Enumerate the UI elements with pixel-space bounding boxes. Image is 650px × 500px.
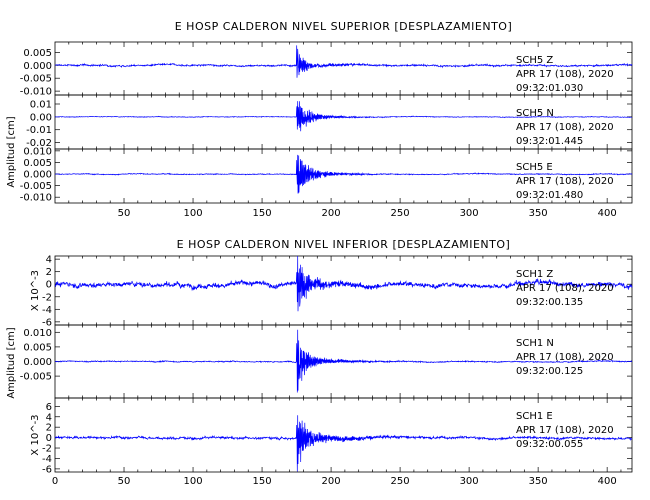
y-tick-label: -6 <box>42 317 52 328</box>
panel-frame <box>54 148 633 204</box>
y-tick-label: -4 <box>42 454 52 465</box>
x-tick-label: 350 <box>529 476 548 487</box>
y-axis-label: Amplitud [cm] <box>6 116 17 187</box>
waveform-trace <box>54 255 633 312</box>
date-label: APR 17 (108), 2020 <box>516 352 614 363</box>
station-label: SCH1 N <box>516 338 554 349</box>
waveform-trace <box>54 45 633 78</box>
chart-title: E HOSP CALDERON NIVEL SUPERIOR [DESPLAZA… <box>175 20 513 33</box>
x-tick-label: 50 <box>118 208 131 219</box>
station-label: SCH1 E <box>516 411 553 422</box>
x-tick-label: 400 <box>598 476 617 487</box>
waveform-trace <box>54 101 632 132</box>
x-tick-label: 400 <box>598 208 617 219</box>
y-tick-label: 0 <box>46 433 52 444</box>
y-tick-label: -6 <box>42 464 52 475</box>
y-tick-label: 0.000 <box>23 170 52 181</box>
time-label: 09:32:00.135 <box>516 297 583 308</box>
station-label: SCH5 N <box>516 108 554 119</box>
date-label: APR 17 (108), 2020 <box>516 425 614 436</box>
y-tick-label: 0.00 <box>30 112 52 123</box>
y-tick-label: 0.005 <box>23 158 52 169</box>
x-tick-label: 200 <box>322 208 341 219</box>
x-tick-label: 100 <box>183 208 202 219</box>
y-tick-label: -0.005 <box>20 74 52 85</box>
x-tick-label: 150 <box>253 208 272 219</box>
y-axis-label: Amplitud [cm] <box>6 327 17 398</box>
x-tick-label: 250 <box>391 208 410 219</box>
time-label: 09:32:00.055 <box>516 439 583 450</box>
x-tick-label: 250 <box>391 476 410 487</box>
y-tick-label: -2 <box>42 444 52 455</box>
panel-y-label: X 10^-3 <box>30 270 41 311</box>
waveform-trace <box>55 329 633 393</box>
y-tick-label: -0.005 <box>20 372 52 383</box>
y-tick-label: -2 <box>42 292 52 303</box>
date-label: APR 17 (108), 2020 <box>516 69 614 80</box>
time-label: 09:32:00.125 <box>516 366 583 377</box>
time-label: 09:32:01.445 <box>516 136 583 147</box>
x-tick-label: 100 <box>183 476 202 487</box>
y-tick-label: -4 <box>42 305 52 316</box>
y-tick-label: -0.010 <box>20 193 52 204</box>
date-label: APR 17 (108), 2020 <box>516 283 614 294</box>
x-tick-label: 300 <box>460 208 479 219</box>
station-label: SCH5 Z <box>516 55 553 66</box>
station-label: SCH5 E <box>516 162 553 173</box>
y-tick-label: -0.005 <box>20 181 52 192</box>
chart-title: E HOSP CALDERON NIVEL INFERIOR [DESPLAZA… <box>177 238 511 251</box>
y-tick-label: -0.01 <box>26 125 52 136</box>
panel-frame <box>54 397 633 473</box>
waveform-trace <box>54 415 633 472</box>
time-label: 09:32:01.030 <box>516 83 583 94</box>
date-label: APR 17 (108), 2020 <box>516 176 614 187</box>
y-tick-label: 0.000 <box>23 61 52 72</box>
waveform-trace <box>54 154 633 194</box>
y-tick-label: 4 <box>46 255 52 266</box>
y-tick-label: 2 <box>46 267 52 278</box>
y-tick-label: 0.005 <box>23 342 52 353</box>
y-tick-label: 0.010 <box>23 146 52 157</box>
x-tick-label: 150 <box>253 476 272 487</box>
panel-y-label: X 10^-3 <box>30 414 41 455</box>
y-tick-label: -0.02 <box>26 138 52 149</box>
y-tick-label: 6 <box>46 402 52 413</box>
station-label: SCH1 Z <box>516 269 553 280</box>
date-label: APR 17 (108), 2020 <box>516 122 614 133</box>
y-tick-label: 0.005 <box>23 48 52 59</box>
x-tick-label: 0 <box>52 476 58 487</box>
y-tick-label: 0.000 <box>23 357 52 368</box>
time-label: 09:32:01.480 <box>516 190 583 201</box>
x-tick-label: 200 <box>322 476 341 487</box>
x-tick-label: 300 <box>460 476 479 487</box>
y-tick-label: 0 <box>46 280 52 291</box>
y-tick-label: 2 <box>46 423 52 434</box>
x-tick-label: 50 <box>118 476 131 487</box>
y-tick-label: -0.010 <box>20 87 52 98</box>
y-tick-label: 0.010 <box>23 328 52 339</box>
x-tick-label: 350 <box>529 208 548 219</box>
y-tick-label: 4 <box>46 412 52 423</box>
y-tick-label: 0.01 <box>30 100 52 111</box>
